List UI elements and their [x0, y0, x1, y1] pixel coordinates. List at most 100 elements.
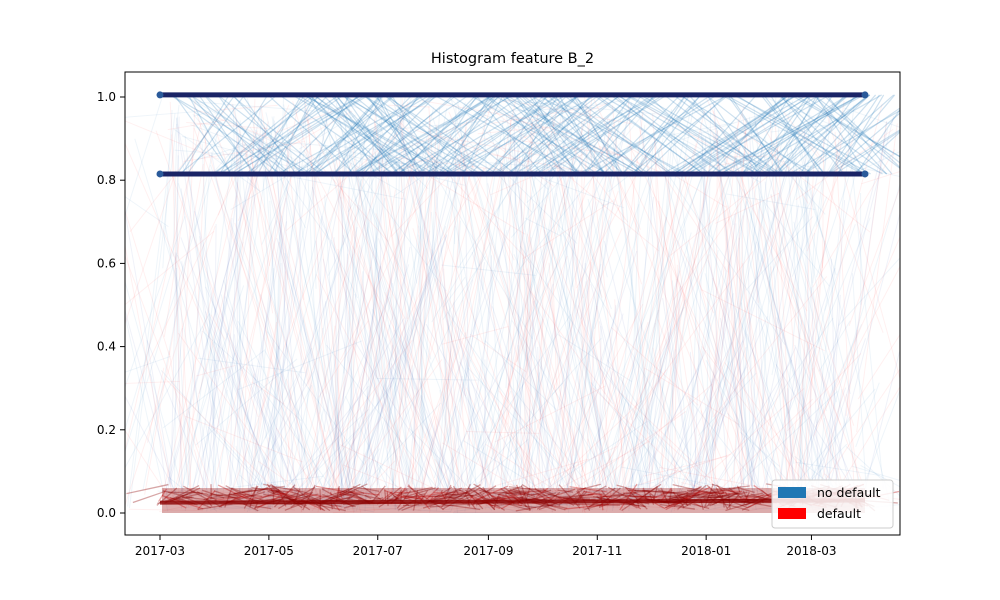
trajectory-default [315, 274, 429, 497]
trajectory-default [587, 493, 595, 496]
trajectory-default [652, 429, 722, 494]
trajectory-no-default [699, 103, 734, 226]
trajectory-default [210, 493, 241, 500]
trajectory-no-default [647, 178, 671, 506]
trajectory-default [448, 111, 515, 261]
trajectory-no-default [408, 427, 493, 511]
trajectory-default [605, 155, 688, 513]
trajectory-no-default [541, 102, 633, 486]
trajectory-no-default [315, 240, 345, 501]
trajectory-default [619, 502, 646, 508]
trajectory-default [491, 107, 584, 124]
trajectory-no-default [607, 359, 707, 508]
trajectory-no-default [674, 249, 719, 505]
trajectory-default [738, 237, 743, 506]
trajectory-default [588, 487, 616, 508]
trajectory-no-default [271, 116, 350, 494]
trajectory-no-default [475, 230, 550, 454]
trajectory-no-default [342, 234, 439, 504]
trajectory-no-default [548, 94, 683, 175]
trajectory-no-default [173, 155, 179, 493]
trajectory-default [730, 485, 753, 502]
trajectory-no-default [601, 203, 609, 207]
trajectory-no-default [514, 94, 580, 175]
trajectory-default [693, 491, 736, 495]
trajectory-no-default [803, 180, 837, 276]
y-tick-label: 0.8 [97, 173, 116, 187]
trajectory-no-default [378, 122, 394, 167]
trajectory-default [234, 222, 280, 350]
trajectory-no-default [426, 134, 528, 176]
trajectory-no-default [354, 166, 447, 292]
trajectory-default [680, 481, 727, 494]
trajectory-no-default [193, 111, 212, 117]
trajectory-no-default [785, 94, 871, 175]
trajectory-no-default [691, 100, 794, 494]
trajectory-no-default [337, 116, 417, 390]
trajectory-default [330, 272, 430, 492]
trajectory-no-default [636, 94, 758, 175]
trajectory-default [177, 101, 196, 505]
trajectory-default [350, 137, 394, 406]
trajectory-default [677, 406, 724, 494]
trajectory-no-default [334, 133, 447, 490]
trajectory-no-default [647, 94, 731, 175]
trajectory-no-default [851, 465, 900, 481]
trajectory-default [129, 103, 231, 233]
trajectory-default [656, 146, 713, 496]
trajectory-no-default [193, 505, 254, 510]
trajectory-no-default [407, 111, 450, 444]
trajectory-default [700, 410, 736, 492]
trajectory-no-default [676, 239, 765, 501]
trajectory-no-default [534, 102, 615, 509]
trajectory-no-default [533, 97, 641, 116]
band-endpoint [861, 170, 869, 178]
trajectory-no-default [438, 94, 500, 175]
trajectory-no-default [546, 94, 664, 175]
trajectory-default [270, 483, 296, 504]
trajectory-no-default [302, 178, 363, 386]
trajectory-no-default [640, 94, 778, 175]
trajectory-no-default [553, 289, 602, 497]
trajectory-no-default [237, 320, 334, 507]
trajectory-default [438, 489, 568, 492]
trajectory-default [603, 111, 644, 440]
trajectory-default [741, 113, 803, 501]
trajectory-no-default [639, 409, 661, 509]
trajectory-no-default [192, 113, 261, 193]
trajectory-no-default [791, 196, 828, 277]
trajectory-no-default [353, 94, 499, 175]
trajectory-default [242, 99, 256, 495]
trajectory-no-default [465, 390, 512, 487]
trajectory-no-default [207, 426, 274, 501]
trajectory-no-default [406, 159, 442, 494]
trajectory-default [402, 503, 436, 506]
trajectory-no-default [357, 129, 448, 495]
trajectory-no-default [238, 197, 287, 499]
trajectory-default [774, 116, 808, 505]
trajectory-no-default [184, 180, 290, 512]
trajectory-default [171, 134, 184, 501]
trajectory-no-default [170, 94, 282, 175]
trajectory-default [592, 383, 713, 490]
trajectory-no-default [559, 195, 578, 486]
trajectory-no-default [170, 285, 245, 506]
trajectory-default [647, 491, 655, 497]
trajectory-default [403, 118, 468, 507]
trajectory-default [444, 493, 474, 497]
trajectory-no-default [719, 94, 849, 175]
trajectory-no-default [453, 302, 490, 503]
trajectory-no-default [125, 313, 211, 469]
trajectory-no-default [392, 100, 490, 494]
trajectory-default [331, 508, 390, 511]
trajectory-default [251, 486, 280, 493]
trajectory-default [556, 165, 606, 395]
trajectory-no-default [764, 136, 837, 403]
trajectory-no-default [793, 221, 862, 490]
y-tick-label: 0.0 [97, 506, 116, 520]
trajectory-default [442, 487, 481, 510]
trajectory-no-default [227, 333, 303, 504]
trajectory-no-default [551, 263, 602, 494]
trajectory-default [506, 483, 554, 495]
trajectory-no-default [536, 94, 668, 175]
